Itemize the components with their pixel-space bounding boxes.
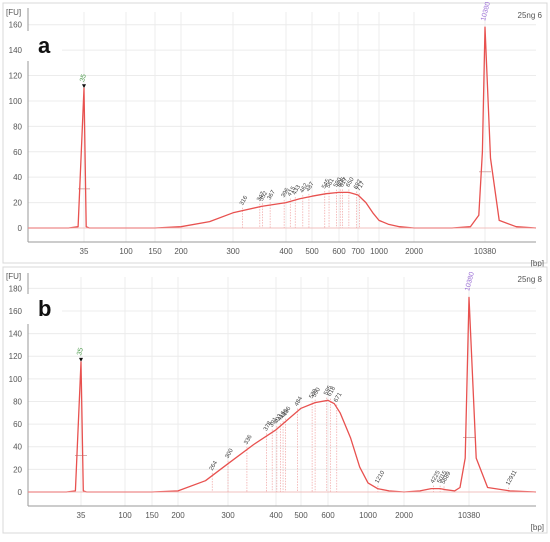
x-tick-label: 400 (279, 247, 293, 256)
sample-label: 25ng 8 (518, 275, 543, 284)
x-tick-label: 35 (80, 247, 89, 256)
peak-label: 618 (327, 385, 338, 397)
y-tick-label: 0 (18, 488, 23, 497)
y-tick-label: 20 (13, 199, 22, 208)
marker-arrow (82, 84, 86, 89)
y-tick-label: 40 (13, 443, 22, 452)
peak-label: 539 (309, 388, 320, 400)
y-tick-label: 180 (9, 284, 23, 293)
y-tick-label: 0 (18, 224, 23, 233)
chart-panel-b: 0 20 40 60 80 100 120 140 160 180 35 100 150 200 300 40… (2, 266, 548, 534)
y-tick-label: 140 (9, 46, 23, 55)
peak-label: 415 (287, 185, 298, 197)
sample-label: 25ng 6 (518, 11, 543, 20)
peak-label: 378 (263, 420, 274, 432)
y-tick-label: 80 (13, 122, 22, 131)
x-axis-label: [bp] (531, 523, 544, 532)
x-tick-label: 600 (332, 247, 346, 256)
peak-label: 336 (243, 434, 254, 446)
peak-label: 561 (326, 177, 337, 189)
x-tick-label: 300 (221, 511, 235, 520)
x-tick-label: 150 (145, 511, 159, 520)
panel-letter: a (38, 33, 51, 58)
peak-label: 396 (281, 187, 292, 199)
peak-label: 617 (339, 176, 350, 188)
panel-letter: b (38, 296, 51, 321)
x-tick-label: 10380 (474, 247, 497, 256)
x-tick-label: 10380 (458, 511, 481, 520)
peak-label: 426 (280, 408, 291, 420)
y-tick-label: 160 (9, 21, 23, 30)
peak-label: 316 (239, 194, 250, 206)
y-axis-label: [FU] (6, 272, 21, 281)
peak-label: 545 (321, 178, 332, 190)
panel-frame (2, 2, 548, 264)
x-tick-label: 1000 (370, 247, 388, 256)
x-axis-label: [bp] (531, 259, 544, 268)
x-tick-label: 500 (294, 511, 308, 520)
x-tick-label: 200 (171, 511, 185, 520)
marker-label: 10380 (480, 1, 492, 22)
marker-label: 35 (76, 347, 85, 356)
peak-label: 436 (282, 405, 293, 417)
marker-label: 35 (79, 73, 88, 82)
x-tick-label: 600 (321, 511, 335, 520)
peak-label: 692 (353, 178, 364, 190)
x-tick-label: 400 (269, 511, 283, 520)
x-tick-label: 2000 (405, 247, 423, 256)
peak-label: 264 (209, 460, 220, 472)
y-tick-label: 120 (9, 72, 23, 81)
x-tick-label: 100 (118, 511, 132, 520)
panel-frame (2, 266, 548, 534)
x-tick-label: 300 (226, 247, 240, 256)
peak-label: 416 (277, 410, 288, 422)
y-tick-label: 20 (13, 465, 22, 474)
peak-label: 671 (333, 391, 344, 403)
peak-label: 367 (267, 189, 278, 201)
peak-label: 352 (259, 190, 270, 202)
peak-label: 717 (356, 180, 367, 192)
y-tick-label: 80 (13, 397, 22, 406)
y-tick-label: 40 (13, 173, 22, 182)
y-tick-label: 100 (9, 97, 23, 106)
peak-label: 347 (256, 191, 267, 203)
x-tick-label: 2000 (395, 511, 413, 520)
x-tick-label: 100 (119, 247, 133, 256)
peak-label: 484 (294, 395, 305, 407)
peak-label: 433 (292, 184, 303, 196)
y-tick-label: 60 (13, 420, 22, 429)
x-tick-label: 700 (351, 247, 365, 256)
peak-label: 487 (305, 181, 316, 193)
peak-label: 650 (345, 176, 356, 188)
marker-label: 10380 (464, 271, 476, 292)
peak-label: 462 (299, 182, 310, 194)
x-tick-label: 500 (305, 247, 319, 256)
x-tick-label: 1000 (359, 511, 377, 520)
peak-label: 590 (333, 176, 344, 188)
chart-panel-a: 0 20 40 60 80 100 120 140 160 35 100 150 200 300 400 50… (2, 1, 548, 268)
panel-letter-box (26, 294, 62, 324)
marker-arrow (79, 357, 83, 362)
peak-label: 550 (312, 386, 323, 398)
peak-label: 300 (225, 447, 236, 459)
peak-label: 606 (337, 176, 348, 188)
peak-label: 595 (323, 384, 334, 396)
peak-label: 403 (273, 413, 284, 425)
y-axis-label: [FU] (6, 8, 21, 17)
y-tick-label: 60 (13, 148, 22, 157)
x-tick-label: 35 (77, 511, 86, 520)
y-tick-label: 120 (9, 352, 23, 361)
y-tick-label: 160 (9, 307, 23, 316)
y-tick-label: 100 (9, 375, 23, 384)
y-tick-label: 140 (9, 330, 23, 339)
panel-letter-box (26, 31, 62, 61)
x-tick-label: 200 (174, 247, 188, 256)
x-tick-label: 150 (148, 247, 162, 256)
peak-label: 391 (269, 416, 280, 428)
